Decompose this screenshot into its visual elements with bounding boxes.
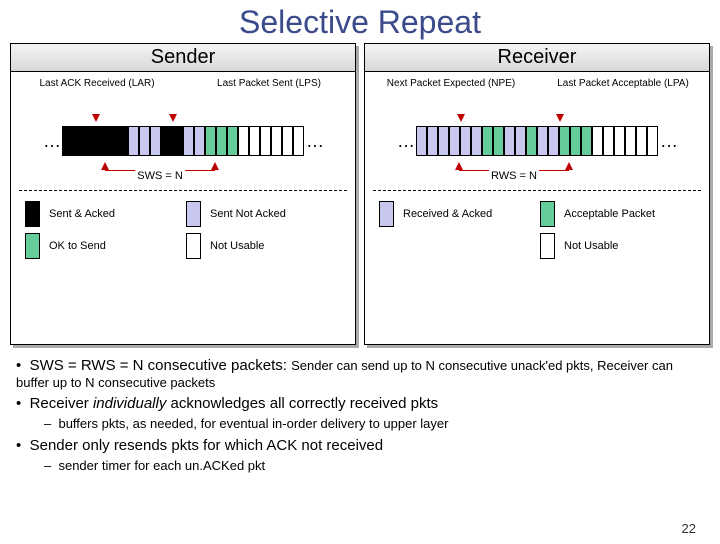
legend-swatch (25, 233, 40, 259)
packet-slot (427, 126, 438, 156)
sender-arrows (11, 112, 355, 122)
sender-slots: …… (11, 126, 355, 156)
receiver-slots: …… (365, 126, 709, 156)
packet-slot (592, 126, 603, 156)
packet-slot (614, 126, 625, 156)
packet-slot (260, 126, 271, 156)
sender-window: SWS = N (39, 162, 327, 180)
packet-slot (139, 126, 150, 156)
bullet-2c: acknowledges all correctly received pkts (166, 395, 438, 412)
legend-text: Received & Acked (403, 208, 534, 220)
packet-slot (216, 126, 227, 156)
sender-separator (19, 190, 347, 191)
packet-slot (271, 126, 282, 156)
packet-slot (515, 126, 526, 156)
packet-slot (282, 126, 293, 156)
bullet-3-sub: – sender timer for each un.ACKed pkt (44, 458, 704, 473)
packet-slot (194, 126, 205, 156)
bullet-2: • Receiver individually acknowledges all… (16, 395, 704, 412)
slide-title: Selective Repeat (0, 4, 720, 41)
bullet-3-text: Sender only resends pkts for which ACK n… (30, 437, 384, 454)
packet-slot (73, 126, 84, 156)
packet-slot (249, 126, 260, 156)
packet-slot (95, 126, 106, 156)
packet-slot (526, 126, 537, 156)
sender-header: Sender (11, 44, 355, 72)
packet-slot (161, 126, 172, 156)
npe-label: Next Packet Expected (NPE) (365, 78, 537, 112)
packet-slot (128, 126, 139, 156)
legend-text: Sent Not Acked (210, 208, 341, 220)
packet-slot (636, 126, 647, 156)
packet-slot (482, 126, 493, 156)
legend-text: Acceptable Packet (564, 208, 695, 220)
packet-slot (205, 126, 216, 156)
packet-slot (293, 126, 304, 156)
bullet-2-sub: – buffers pkts, as needed, for eventual … (44, 416, 704, 431)
receiver-ptr-labels: Next Packet Expected (NPE) Last Packet A… (365, 78, 709, 112)
sender-panel: Sender Last ACK Received (LAR) Last Pack… (10, 43, 356, 345)
packet-slot (493, 126, 504, 156)
bullet-3-sub-text: sender timer for each un.ACKed pkt (58, 458, 265, 473)
packet-slot (537, 126, 548, 156)
page-number: 22 (682, 521, 696, 536)
bullet-list: • SWS = RWS = N consecutive packets: Sen… (0, 345, 720, 473)
packet-slot (504, 126, 515, 156)
legend-swatch (540, 201, 555, 227)
packet-slot (84, 126, 95, 156)
legend-swatch (25, 201, 40, 227)
legend-text: Not Usable (210, 240, 341, 252)
bullet-1a: SWS = RWS = N consecutive packets: (30, 357, 292, 374)
packet-slot (150, 126, 161, 156)
legend-text: Not Usable (564, 240, 695, 252)
legend-text: Sent & Acked (49, 208, 180, 220)
packet-slot (438, 126, 449, 156)
legend-text: OK to Send (49, 240, 180, 252)
lar-label: Last ACK Received (LAR) (11, 78, 183, 112)
packet-slot (172, 126, 183, 156)
legend-swatch (186, 233, 201, 259)
receiver-panel: Receiver Next Packet Expected (NPE) Last… (364, 43, 710, 345)
packet-slot (603, 126, 614, 156)
receiver-header: Receiver (365, 44, 709, 72)
packet-slot (460, 126, 471, 156)
sender-ptr-labels: Last ACK Received (LAR) Last Packet Sent… (11, 78, 355, 112)
receiver-legend: Received & Acked Acceptable Packet Not Usa… (365, 201, 709, 259)
receiver-window: RWS = N (393, 162, 681, 180)
packet-slot (238, 126, 249, 156)
packet-slot (581, 126, 592, 156)
packet-slot (570, 126, 581, 156)
packet-slot (471, 126, 482, 156)
packet-slot (227, 126, 238, 156)
packet-slot (559, 126, 570, 156)
packet-slot (416, 126, 427, 156)
packet-slot (183, 126, 194, 156)
bullet-1: • SWS = RWS = N consecutive packets: Sen… (16, 357, 704, 391)
packet-slot (625, 126, 636, 156)
packet-slot (548, 126, 559, 156)
packet-slot (106, 126, 117, 156)
bullet-2b: individually (93, 395, 166, 412)
lpa-label: Last Packet Acceptable (LPA) (537, 78, 709, 112)
receiver-separator (373, 190, 701, 191)
panels-row: Sender Last ACK Received (LAR) Last Pack… (0, 43, 720, 345)
packet-slot (117, 126, 128, 156)
legend-swatch (379, 201, 394, 227)
packet-slot (449, 126, 460, 156)
receiver-arrows (365, 112, 709, 122)
bullet-2a: Receiver (30, 395, 93, 412)
bullet-3: • Sender only resends pkts for which ACK… (16, 437, 704, 454)
packet-slot (647, 126, 658, 156)
legend-swatch (186, 201, 201, 227)
bullet-2-sub-text: buffers pkts, as needed, for eventual in… (58, 416, 448, 431)
lps-label: Last Packet Sent (LPS) (183, 78, 355, 112)
legend-swatch (540, 233, 555, 259)
sender-legend: Sent & Acked Sent Not Acked OK to Send Not … (11, 201, 355, 259)
packet-slot (62, 126, 73, 156)
